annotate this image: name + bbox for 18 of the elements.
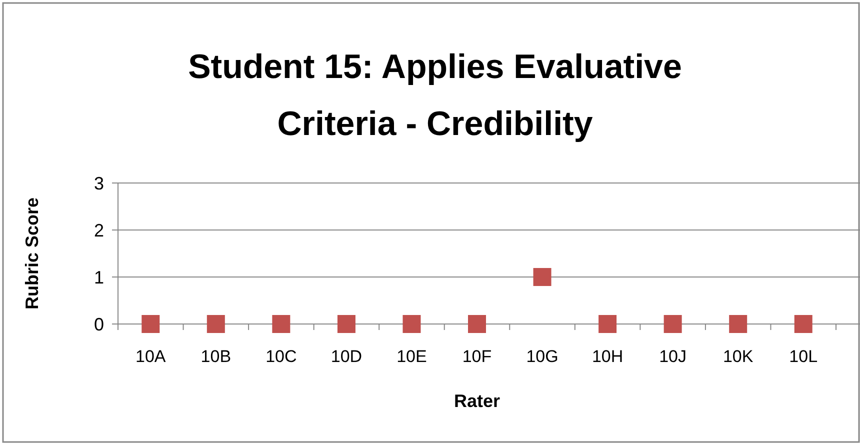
x-tick-label: 10B xyxy=(200,347,232,366)
x-tick-label: 10E xyxy=(396,347,427,366)
x-tick-label: 10J xyxy=(659,347,687,366)
x-axis-title: Rater xyxy=(454,391,500,411)
y-tick-label: 1 xyxy=(94,267,104,288)
y-tick-label: 0 xyxy=(94,314,104,334)
x-tick-label: 10F xyxy=(462,347,492,366)
x-tick-label: 10K xyxy=(722,347,754,366)
x-tick-label: 10H xyxy=(592,347,624,366)
chart-title: Student 15: Applies Evaluative Criteria - Credibility xyxy=(188,48,682,143)
x-tick-label: 10A xyxy=(136,347,166,366)
x-tick-label: 10C xyxy=(266,347,297,366)
x-tick-label: 10L xyxy=(789,347,818,366)
y-tick-label: 3 xyxy=(94,173,104,194)
x-tick-label: 10D xyxy=(330,347,362,366)
x-tick-label: 10G xyxy=(526,347,558,366)
y-tick-label: 2 xyxy=(94,220,104,240)
y-axis-title: Rubric Score xyxy=(22,197,42,310)
